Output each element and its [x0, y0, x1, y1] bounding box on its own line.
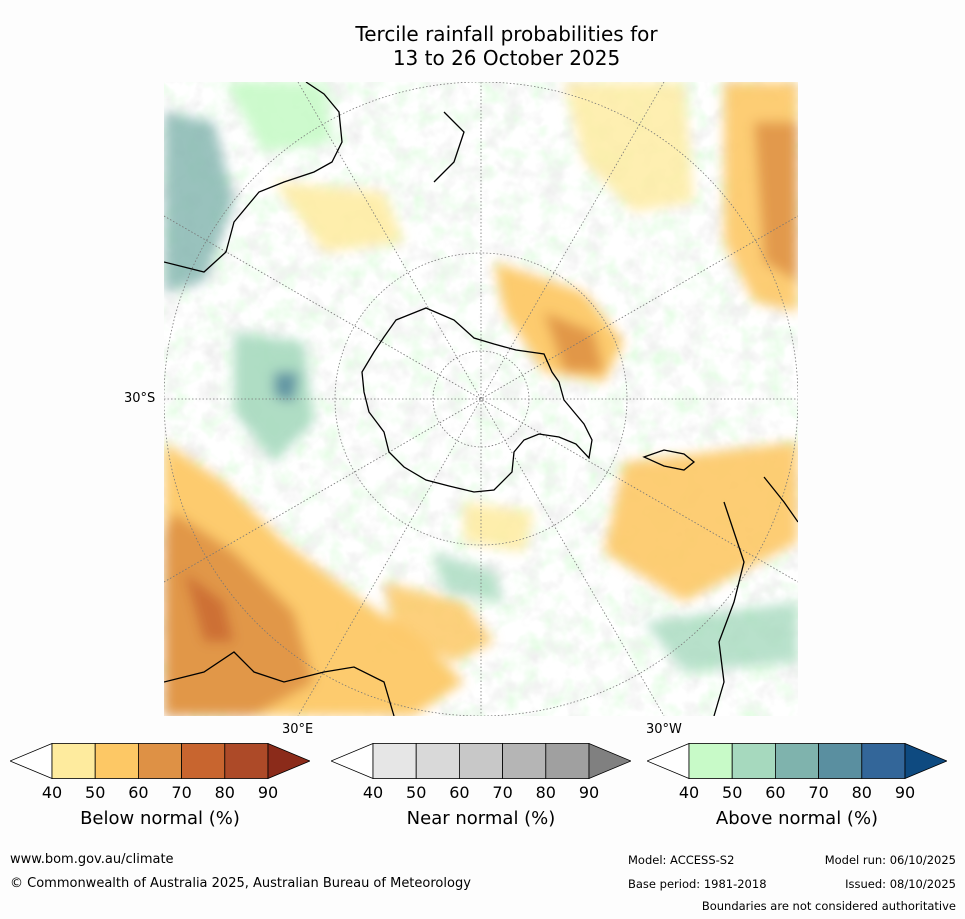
above-normal-regions [164, 82, 798, 672]
colorbar-tick-label: 60 [128, 783, 149, 802]
colorbar-segment [458, 743, 503, 779]
rainfall-probability-map [164, 82, 798, 716]
colorbar-tick-label: 80 [214, 783, 235, 802]
colorbar-tick-label: 60 [765, 783, 786, 802]
colorbar-tick-label: 60 [449, 783, 470, 802]
title-line-2: 13 to 26 October 2025 [392, 46, 621, 70]
above-normal-colorbar: 40 50 60 70 80 90 Above normal (%) [645, 742, 949, 829]
coastlines [164, 82, 798, 716]
colorbar-tick-label: 50 [406, 783, 427, 802]
colorbar-segment [372, 743, 417, 779]
colorbar-min-extend [8, 742, 53, 780]
colorbar-max-extend [904, 742, 949, 780]
colorbar-tick-label: 50 [722, 783, 743, 802]
below-normal-colorbar: 40 50 60 70 80 90 Below normal (%) [8, 742, 312, 829]
colorbar-segment [181, 743, 226, 779]
colorbar-segment [94, 743, 139, 779]
colorbar-graphic [329, 742, 633, 780]
colorbar-tick-label: 70 [171, 783, 192, 802]
map-title: Tercile rainfall probabilities for 13 to… [0, 22, 965, 70]
colorbar-tick-label: 80 [851, 783, 872, 802]
colorbar-tick-label: 50 [85, 783, 106, 802]
colorbar-graphic [8, 742, 312, 780]
colorbar-segment [731, 743, 776, 779]
issued-date: Issued: 08/10/2025 [845, 877, 956, 891]
colorbar-segment [137, 743, 182, 779]
colorbar-segment [51, 743, 96, 779]
colorbar-segment [818, 743, 863, 779]
disclaimer-text: Boundaries are not considered authoritat… [701, 899, 956, 913]
graticule [164, 82, 798, 716]
colorbar-label: Below normal (%) [80, 808, 240, 829]
colorbar-label: Near normal (%) [406, 808, 556, 829]
copyright-text: © Commonwealth of Australia 2025, Austra… [10, 876, 471, 891]
colorbar-segment [861, 743, 906, 779]
latitude-label-30s: 30°S [124, 391, 156, 406]
colorbar-tick-label: 90 [894, 783, 916, 802]
colorbar-tick-label: 90 [257, 783, 279, 802]
colorbar-segment [545, 743, 590, 779]
colorbar-min-extend [329, 742, 374, 780]
colorbar-tick-label: 40 [362, 783, 384, 802]
colorbar-graphic [645, 742, 949, 780]
below-normal-regions [164, 82, 798, 716]
colorbar-tick-label: 90 [578, 783, 600, 802]
longitude-label-30w: 30°W [646, 722, 682, 737]
title-line-1: Tercile rainfall probabilities for [355, 22, 658, 46]
colorbar-segment [774, 743, 819, 779]
colorbar-max-extend [267, 742, 312, 780]
base-period: Base period: 1981-2018 [628, 877, 767, 891]
colorbar-segment [224, 743, 269, 779]
colorbar-segment [688, 743, 733, 779]
colorbar-max-extend [588, 742, 633, 780]
colorbar-min-extend [645, 742, 690, 780]
bom-url[interactable]: www.bom.gov.au/climate [10, 852, 174, 867]
colorbar-tick-label: 40 [41, 783, 63, 802]
model-run-date: Model run: 06/10/2025 [824, 853, 956, 867]
colorbar-tick-label: 70 [492, 783, 513, 802]
colorbar-tick-label: 70 [808, 783, 829, 802]
colorbar-segment [415, 743, 460, 779]
near-normal-colorbar: 40 50 60 70 80 90 Near normal (%) [329, 742, 633, 829]
colorbar-label: Above normal (%) [715, 808, 879, 829]
map-canvas [164, 82, 798, 716]
colorbar-segment [502, 743, 547, 779]
longitude-label-30e: 30°E [282, 722, 314, 737]
model-name: Model: ACCESS-S2 [628, 853, 735, 867]
colorbar-tick-label: 80 [535, 783, 556, 802]
colorbar-tick-label: 40 [678, 783, 700, 802]
